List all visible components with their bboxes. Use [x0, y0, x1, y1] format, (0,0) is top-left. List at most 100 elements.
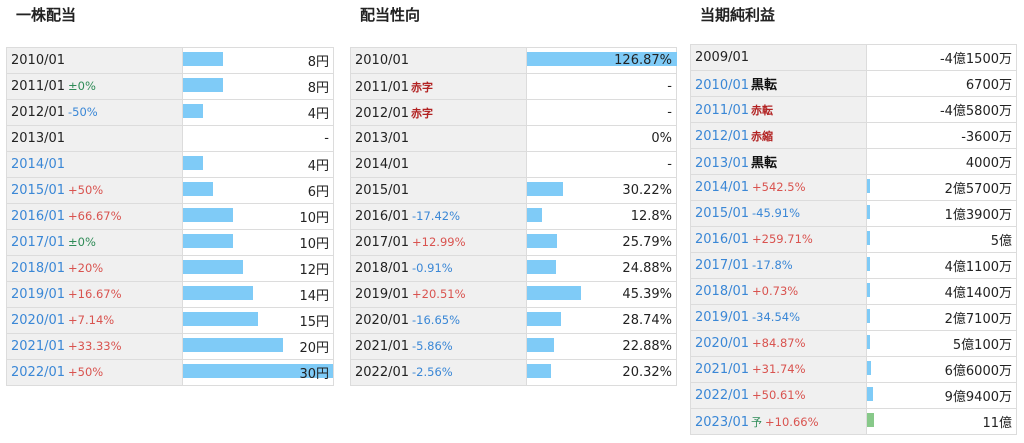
value-bar — [182, 364, 333, 378]
change-percent: +7.14% — [68, 313, 115, 327]
year-link[interactable]: 2014/01 — [695, 180, 750, 195]
value-bar — [866, 205, 870, 219]
value-text: 20円 — [299, 341, 329, 356]
table-row: 2010/01 8円 — [6, 47, 335, 74]
table-row: 2009/01 -4億1500万 — [690, 44, 1018, 71]
value-text: 5億100万 — [952, 338, 1012, 353]
year-link[interactable]: 2023/01 — [695, 414, 750, 430]
value-bar — [182, 286, 253, 300]
value-bar — [182, 156, 203, 170]
change-percent: -2.56% — [412, 365, 453, 379]
table-row: 2016/01 +66.67% 10円 — [6, 203, 335, 230]
value-bar — [526, 52, 677, 66]
year-link[interactable]: 2013/01 — [695, 156, 750, 171]
row-label: 2023/01 予 +10.66% — [690, 408, 867, 435]
year-link[interactable]: 2015/01 — [11, 183, 66, 198]
value-bar — [526, 364, 551, 378]
year-link[interactable]: 2010/01 — [695, 78, 750, 93]
value-cell: 20.32% — [525, 359, 678, 386]
year-link[interactable]: 2017/01 — [695, 258, 750, 273]
year-link[interactable]: 2021/01 — [695, 362, 750, 377]
value-cell: 14円 — [181, 281, 335, 308]
row-label: 2012/01 赤字 — [350, 99, 527, 126]
row-label: 2011/01 ±0% — [6, 73, 183, 100]
value-text: 8円 — [307, 81, 329, 96]
row-label: 2011/01 赤字 — [350, 73, 527, 100]
value-cell: 15円 — [181, 307, 335, 334]
year-link[interactable]: 2011/01 — [695, 102, 750, 118]
section-payout-ratio: 配当性向 2010/01 126.87% 2011/01 赤字 -2012/01 赤字 -2… — [350, 0, 678, 386]
table-row: 2011/01 ±0% 8円 — [6, 73, 335, 100]
table-row: 2017/01 +12.99% 25.79% — [350, 229, 678, 256]
row-label: 2019/01 +16.67% — [6, 281, 183, 308]
value-cell: 126.87% — [525, 47, 678, 74]
year-link[interactable]: 2012/01 — [695, 128, 750, 144]
value-text: 24.88% — [622, 261, 672, 276]
value-cell: 0% — [525, 125, 678, 152]
status-tag: 赤転 — [751, 103, 774, 117]
value-text: 30.22% — [622, 183, 672, 198]
row-label: 2015/01 — [350, 177, 527, 204]
value-bar — [526, 312, 561, 326]
table-row: 2021/01 +31.74% 6億6000万 — [690, 356, 1018, 383]
year-link[interactable]: 2018/01 — [11, 261, 66, 276]
value-cell: 6円 — [181, 177, 335, 204]
year-link[interactable]: 2022/01 — [695, 388, 750, 403]
row-label: 2013/01 — [350, 125, 527, 152]
year-label: 2021/01 — [355, 339, 410, 354]
row-label: 2011/01 赤転 — [690, 96, 867, 123]
section-net-income: 当期純利益 2009/01 -4億1500万 2010/01 黒転 6700万 2011/… — [690, 0, 1018, 435]
year-link[interactable]: 2018/01 — [695, 284, 750, 299]
table-row: 2013/01 黒転 4000万 — [690, 148, 1018, 175]
value-bar — [866, 361, 871, 375]
row-label: 2013/01 黒転 — [690, 148, 867, 175]
row-label: 2018/01 +0.73% — [690, 278, 867, 305]
year-link[interactable]: 2019/01 — [695, 310, 750, 325]
value-cell: 4億1400万 — [865, 278, 1018, 305]
value-bar — [182, 104, 203, 118]
table-row: 2014/01 - — [350, 151, 678, 178]
change-percent: +20% — [68, 261, 104, 275]
row-label: 2017/01 +12.99% — [350, 229, 527, 256]
change-percent: +33.33% — [68, 339, 122, 353]
change-percent: +50% — [68, 183, 104, 197]
year-label: 2013/01 — [355, 131, 410, 146]
value-bar — [526, 338, 554, 352]
value-bar — [526, 182, 563, 196]
value-cell: 6億6000万 — [865, 356, 1018, 383]
value-text: 28.74% — [622, 313, 672, 328]
section-title: 一株配当 — [16, 6, 77, 24]
value-text: 4億1400万 — [944, 286, 1012, 301]
value-text: - — [324, 131, 329, 146]
year-link[interactable]: 2015/01 — [695, 206, 750, 221]
value-text: 6700万 — [965, 78, 1012, 93]
row-label: 2014/01 +542.5% — [690, 174, 867, 201]
change-percent: -34.54% — [752, 310, 801, 324]
year-link[interactable]: 2016/01 — [11, 209, 66, 224]
year-link[interactable]: 2022/01 — [11, 365, 66, 380]
year-link[interactable]: 2020/01 — [11, 313, 66, 328]
change-percent: +66.67% — [68, 209, 122, 223]
year-link[interactable]: 2016/01 — [695, 232, 750, 247]
value-bar — [866, 387, 873, 401]
year-link[interactable]: 2021/01 — [11, 339, 66, 354]
year-link[interactable]: 2017/01 — [11, 235, 66, 250]
table-row: 2015/01 -45.91% 1億3900万 — [690, 200, 1018, 227]
value-cell: 4円 — [181, 99, 335, 126]
row-label: 2015/01 -45.91% — [690, 200, 867, 227]
value-cell: -3600万 — [865, 122, 1018, 149]
year-link[interactable]: 2019/01 — [11, 287, 66, 302]
status-tag: 赤字 — [411, 106, 434, 120]
value-text: - — [667, 105, 672, 120]
row-label: 2022/01 -2.56% — [350, 359, 527, 386]
row-label: 2021/01 +31.74% — [690, 356, 867, 383]
value-cell: 45.39% — [525, 281, 678, 308]
year-link[interactable]: 2020/01 — [695, 336, 750, 351]
year-link[interactable]: 2014/01 — [11, 157, 66, 172]
value-text: - — [667, 157, 672, 172]
value-cell: 10円 — [181, 229, 335, 256]
row-label: 2020/01 +7.14% — [6, 307, 183, 334]
value-text: 4円 — [307, 159, 329, 174]
table-row: 2012/01 -50% 4円 — [6, 99, 335, 126]
year-label: 2019/01 — [355, 287, 410, 302]
